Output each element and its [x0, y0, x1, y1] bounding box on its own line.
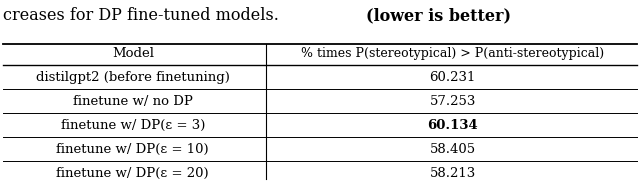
Text: distilgpt2 (before finetuning): distilgpt2 (before finetuning) — [36, 71, 230, 84]
Text: 60.134: 60.134 — [428, 119, 478, 132]
Text: 57.253: 57.253 — [429, 95, 476, 108]
Text: finetune w/ DP(ε = 3): finetune w/ DP(ε = 3) — [61, 119, 205, 132]
Text: finetune w/ DP(ε = 20): finetune w/ DP(ε = 20) — [56, 167, 209, 180]
Text: finetune w/ DP(ε = 10): finetune w/ DP(ε = 10) — [56, 143, 209, 156]
Text: finetune w/ no DP: finetune w/ no DP — [73, 95, 193, 108]
Text: creases for DP fine-tuned models.: creases for DP fine-tuned models. — [3, 7, 284, 24]
Text: 60.231: 60.231 — [429, 71, 476, 84]
Text: 58.213: 58.213 — [429, 167, 476, 180]
Text: % times P(stereotypical) > P(anti-stereotypical): % times P(stereotypical) > P(anti-stereo… — [301, 47, 604, 60]
Text: Model: Model — [112, 47, 154, 60]
Text: 58.405: 58.405 — [429, 143, 476, 156]
Text: (lower is better): (lower is better) — [366, 7, 511, 24]
